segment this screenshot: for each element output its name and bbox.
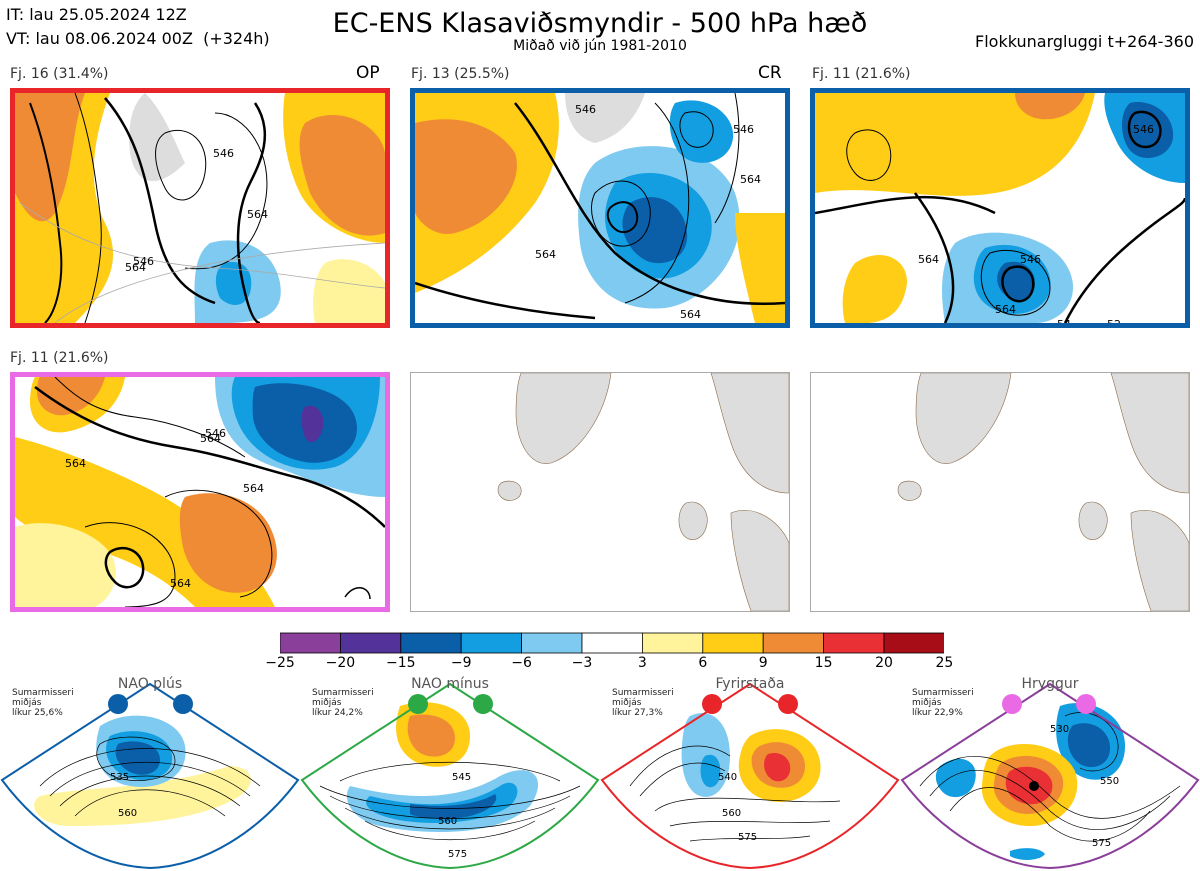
colorbar-tick-label: 9 (758, 655, 768, 671)
regime-name: Hryggur (1021, 676, 1079, 692)
panel-label-1: Fj. 16 (31.4%) (10, 66, 109, 82)
regime-name: Fyrirstaða (715, 676, 785, 692)
contour-label: 575 (448, 849, 467, 860)
contour-label: 540 (718, 772, 737, 783)
page-title: EC-ENS Klasaviðsmyndir - 500 hPa hæð (332, 8, 868, 39)
panel-tag-op: OP (356, 63, 380, 83)
panel-label-2: Fj. 13 (25.5%) (411, 66, 510, 82)
panel-tag-cr: CR (758, 63, 782, 83)
initial-time: IT: lau 25.05.2024 12Z (6, 5, 187, 24)
colorbar-tick-label: −6 (511, 655, 532, 671)
valid-time: VT: lau 08.06.2024 00Z (+324h) (6, 29, 270, 48)
empty-map-5[interactable] (410, 372, 790, 612)
regime-marker-dot (702, 694, 722, 714)
panel-label-4: Fj. 11 (21.6%) (10, 350, 109, 366)
regime-note: Sumarmisseri miðjás líkur 24,2% (312, 688, 374, 718)
contour-label: 546 (213, 147, 234, 160)
colorbar-tick-label: 6 (698, 655, 708, 671)
contour-label: 546 (575, 103, 596, 116)
colorbar-swatch (460, 632, 522, 654)
colorbar-swatch (883, 632, 945, 654)
cluster-map-3[interactable]: 564 546 564 546 54 52 (810, 88, 1190, 328)
contour-label: 564 (995, 303, 1016, 316)
colorbar-tick-label: 20 (875, 655, 893, 671)
contour-label: 564 (918, 253, 939, 266)
contour-label: 564 (170, 577, 191, 590)
contour-label: 560 (438, 816, 457, 827)
regime-marker-dot (1076, 694, 1096, 714)
regime-marker-dot (1002, 694, 1022, 714)
colorbar-swatch (762, 632, 825, 654)
classification-window: Flokkunargluggi t+264-360 (975, 32, 1194, 51)
cluster-map-1[interactable]: 564 546 564 546 (10, 88, 390, 328)
contour-label: 546 (733, 123, 754, 136)
contour-label: 575 (1092, 838, 1111, 849)
contour-label: 564 (680, 308, 701, 321)
contour-label: 545 (452, 772, 471, 783)
contour-label: 52 (1107, 318, 1121, 323)
contour-label: 564 (125, 261, 146, 274)
regime-name: NAO plús (117, 676, 183, 692)
contour-label: 560 (722, 808, 741, 819)
regime-marker-dot (108, 694, 128, 714)
regime-ridge[interactable]: 530 550 575 Hryggur Sumarmisseri miðjás … (900, 676, 1200, 871)
regime-name: NAO mínus (411, 676, 489, 692)
colorbar-swatch (279, 632, 341, 654)
regime-nao-plus[interactable]: 535 560 NAO plús Sumarmisseri miðjás lík… (0, 676, 300, 871)
regime-marker-dot (778, 694, 798, 714)
colorbar-swatch (823, 632, 885, 654)
colorbar-tick-label: −20 (325, 655, 356, 671)
contour-label: 564 (65, 457, 86, 470)
contour-label: 564 (535, 248, 556, 261)
colorbar-swatches (279, 632, 945, 654)
regime-marker-dot (408, 694, 428, 714)
colorbar-tick-label: 25 (935, 655, 954, 671)
colorbar-swatch (521, 632, 583, 654)
cluster-map-2[interactable]: 546 564 564 546 564 (410, 88, 790, 328)
colorbar-swatch (641, 632, 704, 654)
panel-label-3: Fj. 11 (21.6%) (812, 66, 911, 82)
contour-label: 535 (110, 772, 129, 783)
contour-label: 550 (1100, 776, 1119, 787)
colorbar-swatch (400, 632, 462, 654)
empty-map-6[interactable] (810, 372, 1190, 612)
colorbar-swatch (702, 632, 764, 654)
contour-label: 546 (133, 255, 154, 268)
regime-note: Sumarmisseri miðjás líkur 27,3% (612, 688, 674, 718)
colorbar-tick-label: 15 (814, 655, 833, 671)
colorbar-swatch (581, 632, 643, 654)
contour-label: 546 (1133, 123, 1154, 136)
regime-marker-dot (173, 694, 193, 714)
colorbar-tick-label: −9 (450, 655, 472, 671)
contour-label: 530 (1050, 724, 1069, 735)
colorbar (279, 632, 945, 658)
regime-note: Sumarmisseri miðjás líkur 25,6% (12, 688, 74, 718)
contour-label: 546 (1020, 253, 1041, 266)
contour-label: 546 (205, 427, 226, 440)
regime-marker-dot (473, 694, 493, 714)
regime-note: Sumarmisseri miðjás líkur 22,9% (912, 688, 974, 718)
contour-label: 560 (118, 808, 137, 819)
contour-label: 564 (200, 432, 221, 445)
contour-label: 54 (1057, 318, 1071, 323)
page-subtitle: Miðað við jún 1981-2010 (513, 38, 687, 54)
contour-label: 564 (740, 173, 761, 186)
contour-label: 564 (243, 482, 264, 495)
colorbar-tick-label: −15 (386, 655, 416, 671)
contour-label: 564 (247, 208, 268, 221)
contour-label: 575 (738, 832, 757, 843)
regime-nao-minus[interactable]: 545 560 575 NAO mínus Sumarmisseri miðjá… (300, 676, 600, 871)
colorbar-tick-label: −25 (265, 655, 295, 671)
cluster-map-4[interactable]: 564 546 564 564 564 (10, 372, 390, 612)
regime-blocking[interactable]: 540 560 575 Fyrirstaða Sumarmisseri miðj… (600, 676, 900, 871)
colorbar-swatch (340, 632, 402, 654)
colorbar-tick-label: 3 (637, 655, 647, 671)
colorbar-tick-label: −3 (571, 655, 593, 671)
